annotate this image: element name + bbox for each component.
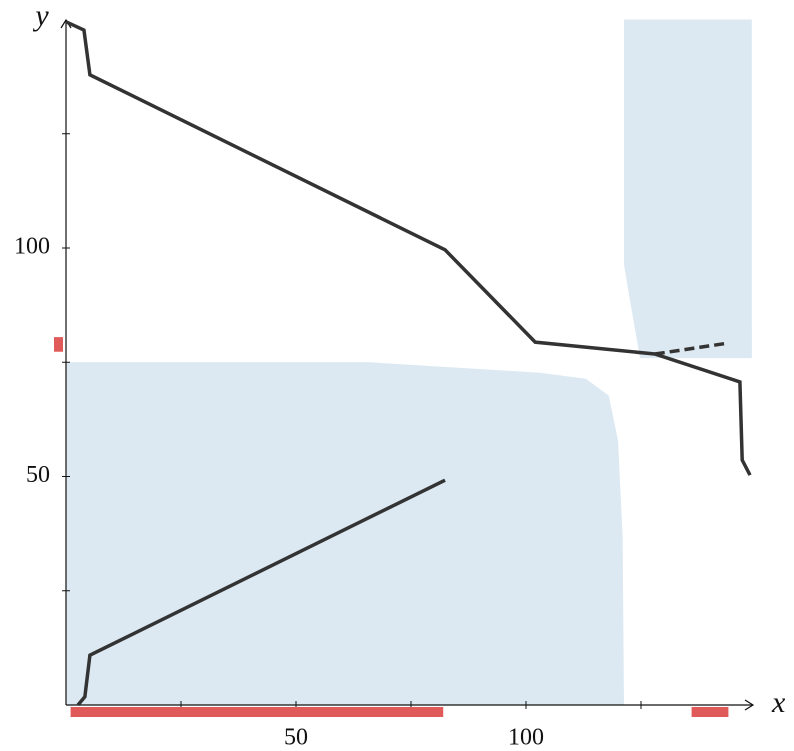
x-rug xyxy=(691,707,729,717)
curve xyxy=(76,478,446,707)
y-rug xyxy=(54,337,63,352)
shaded-region xyxy=(623,19,752,359)
y-axis-arrow xyxy=(60,18,72,29)
curve xyxy=(65,20,752,476)
x-axis-label: x xyxy=(771,686,786,719)
y-tick-label: 50 xyxy=(26,462,50,488)
shaded-region xyxy=(66,362,624,705)
curve xyxy=(654,341,729,356)
y-tick-label: 100 xyxy=(14,234,50,260)
x-tick-label: 50 xyxy=(284,725,308,751)
x-rug xyxy=(70,707,444,717)
x-axis-arrow xyxy=(744,699,755,711)
x-tick-label: 100 xyxy=(508,725,544,751)
y-axis-label: y xyxy=(32,0,49,32)
